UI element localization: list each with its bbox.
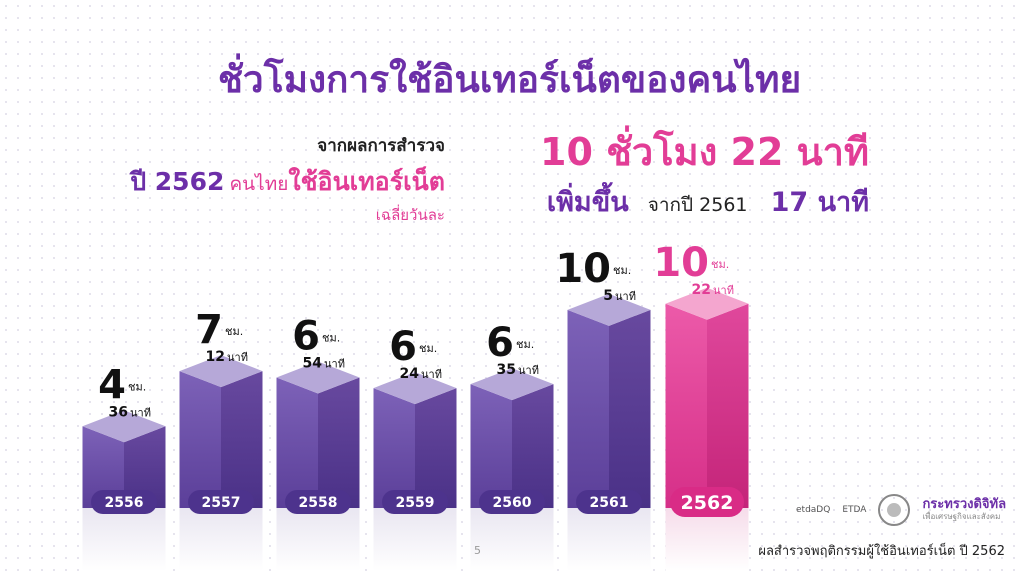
year-pill (576, 490, 642, 514)
year-label: 2556 (105, 495, 144, 511)
value-minutes: 36 (109, 404, 128, 420)
source-note: ผลสำรวจพฤติกรรมผู้ใช้อินเทอร์เน็ต ปี 256… (758, 544, 1005, 559)
bar-reflection (82, 508, 166, 571)
value-hours: 7 (195, 307, 223, 353)
value-minute-unit: นาที (421, 368, 442, 381)
value-hours: 10 (555, 246, 611, 292)
value-hour-unit: ชม. (419, 342, 437, 355)
bar-right-face (221, 371, 263, 508)
bar-left-face (665, 303, 707, 508)
survey-intro: จากผลการสำรวจ (317, 136, 445, 156)
value-minute-unit: นาที (227, 351, 248, 364)
value-hour-unit: ชม. (128, 380, 146, 393)
ministry-name: กระทรวงดิจิทัล (922, 497, 1007, 513)
value-minutes: 54 (303, 355, 323, 371)
bar-top (373, 372, 457, 405)
bar-left-face (179, 371, 221, 508)
bar-reflection (179, 508, 263, 571)
value-hour-unit: ชม. (711, 258, 729, 271)
value-minute-unit: นาที (518, 364, 539, 377)
bar-reflection (470, 508, 554, 571)
survey-year: ปี 2562 (130, 167, 225, 196)
bar-reflection (567, 508, 651, 571)
page-title: ชั่วโมงการใช้อินเทอร์เน็ตของคนไทย (217, 58, 802, 101)
year-label: 2562 (681, 492, 734, 514)
year-pill (479, 490, 545, 514)
value-hours: 4 (98, 362, 126, 408)
ministry-seal-icon (878, 494, 911, 526)
page-number: 5 (474, 544, 481, 557)
bar-left-face (567, 309, 609, 508)
value-minute-unit: นาที (130, 406, 151, 419)
bar-reflection (276, 508, 360, 571)
bar-right-face (609, 309, 651, 508)
value-minutes: 24 (400, 366, 420, 382)
highlight-from: จากปี 2561 (647, 194, 748, 216)
etda-logo: ETDA (842, 505, 867, 515)
value-minutes: 12 (206, 349, 225, 365)
year-label: 2557 (202, 495, 241, 511)
value-hours: 10 (653, 240, 709, 286)
bar-left-face (82, 426, 124, 508)
survey-verb: ใช้อินเทอร์เน็ต (288, 167, 445, 196)
value-minutes: 5 (603, 288, 613, 304)
year-pill (670, 487, 744, 517)
value-minute-unit: นาที (615, 290, 636, 303)
survey-users: คนไทย (229, 173, 289, 195)
value-hour-unit: ชม. (613, 264, 631, 277)
ministry-subtitle: เพื่อเศรษฐกิจและสังคม (922, 511, 1001, 521)
bar-top (665, 287, 749, 320)
value-minute-unit: นาที (713, 284, 734, 297)
bar-top (276, 361, 360, 394)
bar-left-face (470, 384, 512, 508)
bar-top (82, 410, 166, 443)
value-hours: 6 (389, 324, 417, 370)
year-pill (91, 490, 157, 514)
bar-left-face (276, 377, 318, 508)
bar-top (179, 355, 263, 388)
year-label: 2558 (299, 495, 338, 511)
bar-right-face (124, 426, 166, 508)
year-label: 2561 (590, 495, 629, 511)
value-minute-unit: นาที (324, 357, 345, 370)
highlight-increase-line: เพิ่มขึ้น จากปี 2561 17 นาที (547, 180, 869, 223)
etda-dq-logo: etdaDQ (796, 505, 831, 515)
bar-left-face (373, 388, 415, 508)
value-hour-unit: ชม. (322, 331, 340, 344)
bar-reflection (373, 508, 457, 571)
ministry-logo: กระทรวงดิจิทัล เพื่อเศรษฐกิจและสังคม (922, 498, 1006, 521)
bar-right-face (512, 384, 554, 508)
survey-average: เฉลี่ยวันละ (375, 206, 445, 224)
survey-statement: ปี 2562 คนไทยใช้อินเทอร์เน็ต (130, 162, 445, 202)
value-hours: 6 (292, 313, 320, 359)
value-hours: 6 (486, 320, 514, 366)
year-pill (382, 490, 448, 514)
bar-reflection (665, 508, 749, 571)
bar-right-face (318, 377, 360, 508)
year-label: 2559 (396, 495, 435, 511)
highlight-increase: เพิ่มขึ้น (546, 187, 629, 218)
year-pill (285, 490, 351, 514)
value-minutes: 35 (497, 362, 516, 378)
value-hour-unit: ชม. (225, 325, 243, 338)
highlight-total: 10 ชั่วโมง 22 นาที (540, 130, 869, 174)
value-minutes: 22 (692, 282, 711, 298)
year-pill (188, 490, 254, 514)
bar-right-face (415, 388, 457, 508)
bar-top (567, 293, 651, 326)
logo-area: etdaDQ ETDA กระทรวงดิจิทัล เพื่อเศรษฐกิจ… (796, 494, 1006, 526)
highlight-delta: 17 นาที (770, 187, 869, 218)
value-hour-unit: ชม. (516, 338, 534, 351)
year-label: 2560 (493, 495, 532, 511)
bar-right-face (707, 303, 749, 508)
bar-top (470, 368, 554, 401)
